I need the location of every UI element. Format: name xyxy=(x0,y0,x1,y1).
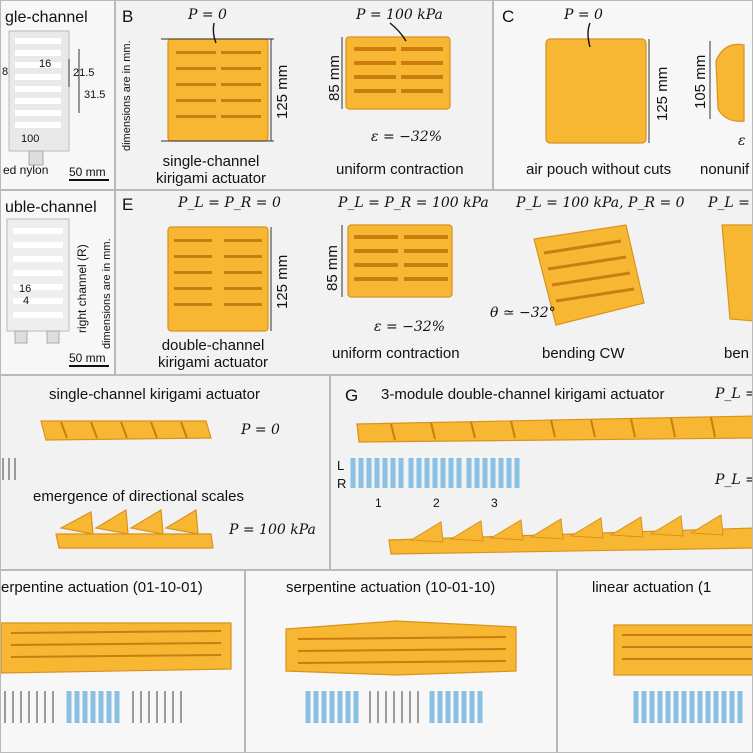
panel-d-dim-4: 4 xyxy=(23,295,30,307)
panel-e-p2: P_L = 100 kPa, P_R = 0 xyxy=(516,195,685,211)
material-label: ed nylon xyxy=(3,163,49,177)
panel-f-p0: P = 0 xyxy=(241,422,280,438)
panel-e-contract: 85 mm xyxy=(324,245,341,291)
panel-g-pl-top: P_L = xyxy=(715,386,753,402)
panel-b-note: dimensions are in mm. xyxy=(121,40,133,151)
dim-21-5: 21.5 xyxy=(73,67,95,79)
panel-c-p0: P = 0 xyxy=(564,7,603,23)
panel-d-scale-label: 50 mm xyxy=(69,351,106,365)
panel-d-scale-bar xyxy=(69,365,109,367)
scale-bar xyxy=(69,179,109,181)
panel-a-drawing xyxy=(8,30,80,166)
panel-f: single-channel kirigami actuator P = 0 e… xyxy=(0,375,330,570)
panel-e-p0: P_L = P_R = 0 xyxy=(178,195,281,211)
panel-f-drawing xyxy=(2,420,214,549)
panel-c-eps: ε xyxy=(738,133,746,149)
panel-b-contract: 85 mm xyxy=(326,55,343,101)
panel-h-right: linear actuation (1 xyxy=(557,570,753,753)
dim-100: 100 xyxy=(21,133,40,145)
panel-h-middle-drawing xyxy=(285,620,517,723)
panel-b-strain: ε = −32% xyxy=(371,129,442,145)
panel-e-letter: E xyxy=(122,195,134,214)
panel-d-note: dimensions are in mm. xyxy=(101,238,113,349)
panel-c-caption-right: nonunif xyxy=(700,161,750,178)
panel-g-module-1: 1 xyxy=(375,496,382,510)
dim-16: 16 xyxy=(39,58,52,70)
panel-d-side: right channel (R) xyxy=(75,244,89,333)
panel-h-middle: serpentine actuation (10-01-10) xyxy=(245,570,557,753)
panel-f-subtitle: emergence of directional scales xyxy=(33,488,244,505)
panel-d-title: uble-channel xyxy=(5,199,97,216)
panel-e-p3: P_L = 0. xyxy=(708,195,752,211)
panel-e-caption2: uniform contraction xyxy=(332,345,460,362)
panel-f-title: single-channel kirigami actuator xyxy=(49,386,260,403)
panel-g-title: 3-module double-channel kirigami actuato… xyxy=(381,386,665,403)
panel-g-R: R xyxy=(337,476,347,491)
panel-e: E P_L = P_R = 0 P_L = P_R = 100 kPa P_L … xyxy=(115,190,753,375)
panel-g-module-2: 2 xyxy=(433,496,440,510)
panel-b: B P = 0 P = 100 kPa dimensions are in mm… xyxy=(115,0,493,190)
panel-e-caption4: ben xyxy=(724,345,750,362)
panel-c-height: 125 mm xyxy=(654,66,671,121)
panel-g-drawing xyxy=(350,415,752,555)
scale-bar-label: 50 mm xyxy=(69,165,106,179)
panel-g-module-3: 3 xyxy=(491,496,498,510)
panel-h-left: erpentine actuation (01-10-01) xyxy=(0,570,245,753)
panel-e-p1: P_L = P_R = 100 kPa xyxy=(338,195,489,211)
panel-e-height: 125 mm xyxy=(274,254,291,309)
panel-h-left-title: erpentine actuation (01-10-01) xyxy=(1,579,203,596)
panel-c-right-height: 105 mm xyxy=(692,54,709,109)
panel-c: C P = 0 125 mm 105 mm ε air pouch withou… xyxy=(493,0,753,190)
panel-h-left-drawing xyxy=(1,622,232,723)
panel-c-letter: C xyxy=(502,7,515,26)
panel-h-right-drawing xyxy=(613,624,752,723)
panel-a-title: gle-channel xyxy=(5,9,88,26)
panel-b-p0: P = 0 xyxy=(188,7,227,23)
panel-d-dim-16: 16 xyxy=(19,283,32,295)
panel-g-letter: G xyxy=(345,386,359,405)
panel-g: G 3-module double-channel kirigami actua… xyxy=(330,375,753,570)
panel-c-caption-left: air pouch without cuts xyxy=(526,161,672,178)
panel-h-middle-title: serpentine actuation (10-01-10) xyxy=(286,579,496,596)
panel-g-pl-bottom: P_L = xyxy=(715,472,753,488)
panel-e-caption1: double-channel kirigami actuator xyxy=(158,337,269,371)
dim-8: 8 xyxy=(2,66,9,78)
panel-e-strain: ε = −32% xyxy=(374,319,445,335)
panel-b-drawing xyxy=(161,22,451,142)
panel-b-caption-right: uniform contraction xyxy=(336,161,464,178)
panel-c-drawing xyxy=(545,22,745,144)
panel-b-letter: B xyxy=(122,7,134,26)
panel-b-p1: P = 100 kPa xyxy=(356,7,443,23)
panel-h-right-title: linear actuation (1 xyxy=(592,579,712,596)
panel-d-drawing xyxy=(6,218,70,344)
panel-b-height: 125 mm xyxy=(274,64,291,119)
panel-b-caption-left: single-channel kirigami actuator xyxy=(156,153,267,187)
panel-f-p1: P = 100 kPa xyxy=(229,522,316,538)
panel-e-angle: θ ≃ −32° xyxy=(490,305,556,321)
panel-d: uble-channel right channel (R) dimension… xyxy=(0,190,115,375)
dim-31-5: 31.5 xyxy=(84,89,106,101)
panel-a: gle-channel 16 21.5 31.5 8 100 ed nylon … xyxy=(0,0,115,190)
panel-e-caption3: bending CW xyxy=(542,345,625,362)
panel-g-L: L xyxy=(337,458,345,473)
panel-e-drawing xyxy=(167,224,752,332)
